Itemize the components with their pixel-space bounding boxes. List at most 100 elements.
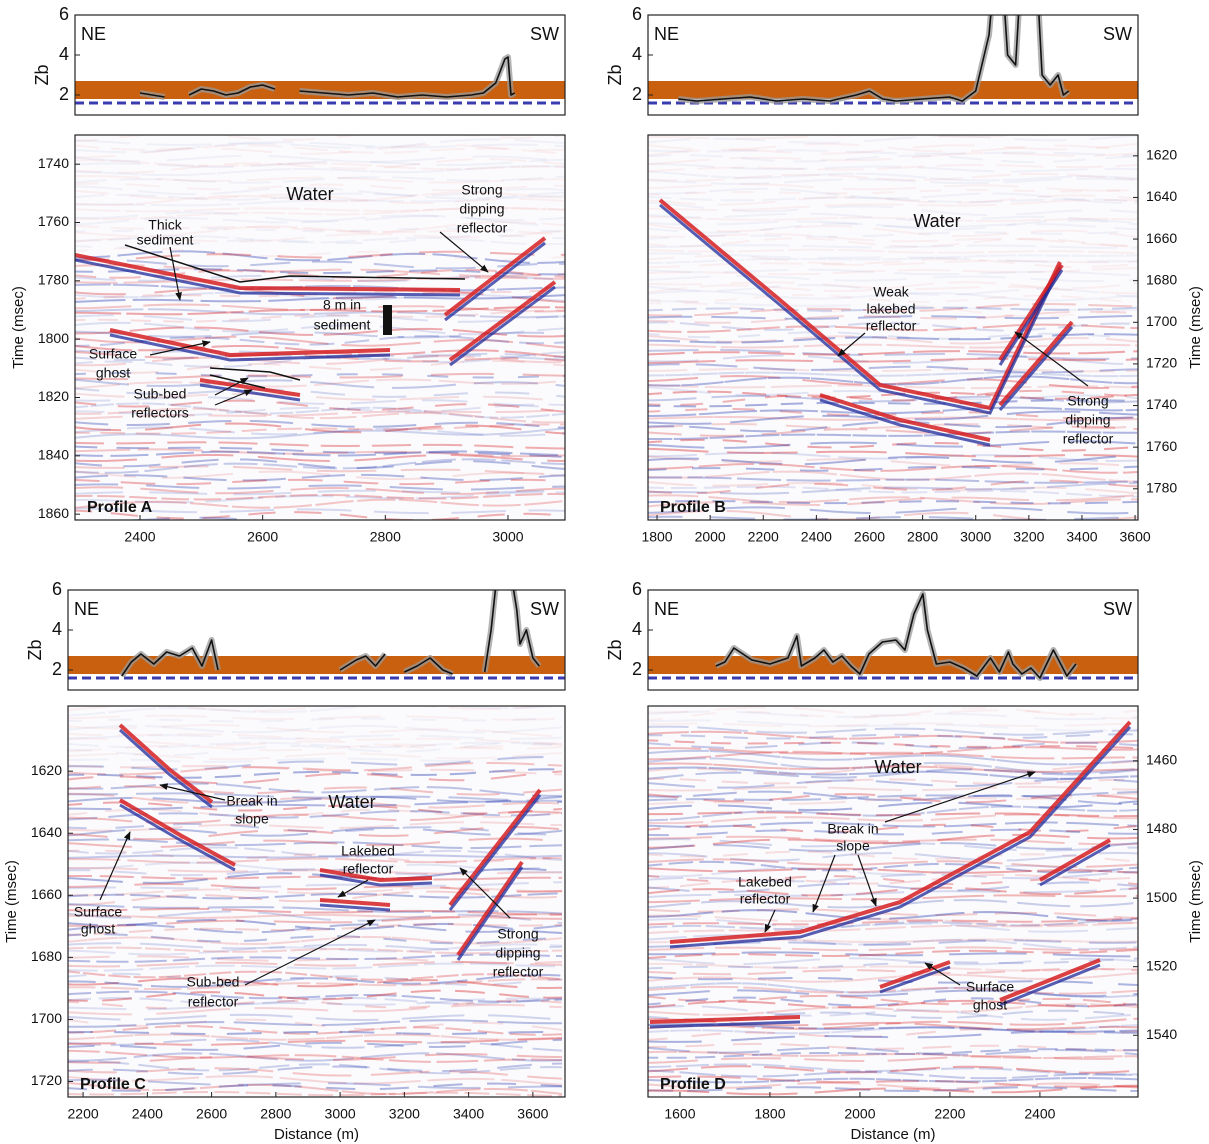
x-tick-label: 3000 [325, 1106, 356, 1122]
annotation-arrow [884, 771, 1036, 823]
seismic-texture [68, 724, 563, 734]
seismic-texture [75, 427, 565, 440]
seismic-texture [648, 823, 1138, 833]
seismic-texture [648, 870, 1138, 883]
seismic-texture [648, 833, 1138, 849]
annotation: reflector [457, 220, 508, 236]
right-label: SW [1103, 599, 1132, 619]
seismic-texture [68, 1038, 563, 1052]
right-label: SW [530, 599, 559, 619]
seismic-texture [648, 187, 1138, 204]
y-axis-title: Zb [25, 639, 45, 660]
y-tick-label: 2 [632, 84, 642, 104]
zb-panel: 2 4 6 Zb NE SW [605, 4, 1139, 116]
annotation-arrow [159, 783, 226, 801]
y-tick-label: 6 [52, 579, 62, 599]
y-tick-label: 6 [632, 579, 642, 599]
seismic-texture [648, 290, 1138, 302]
seismic-texture [648, 917, 1138, 933]
annotation: reflector [1063, 431, 1114, 447]
y-tick-label: 4 [52, 619, 62, 639]
seismic-texture [68, 764, 563, 776]
seismic-texture [648, 233, 1138, 247]
seismic-texture [75, 403, 565, 417]
reflector-red [118, 723, 214, 804]
seismic-frame [67, 705, 566, 1098]
reflector-blue [999, 963, 1101, 1007]
x-tick-label: 2400 [124, 529, 155, 545]
seismic-texture [648, 860, 1138, 874]
x-tick-label: 2600 [196, 1106, 227, 1122]
seismic-texture [648, 135, 1138, 144]
seismic-texture [648, 1086, 1138, 1093]
seismic-texture [75, 470, 565, 481]
seismic-texture [75, 473, 565, 482]
seismic-texture [648, 821, 1138, 828]
x-tick-label: 1800 [754, 1106, 785, 1122]
seismic-image [648, 135, 1138, 520]
seismic-texture [648, 447, 1138, 458]
x-tick-label: 1600 [664, 1106, 695, 1122]
seismic-texture [75, 465, 565, 476]
seismic-texture [648, 1075, 1138, 1088]
seismic-texture [68, 770, 563, 785]
seismic-texture [68, 997, 563, 1011]
annotation-arrow [214, 377, 249, 396]
seismic-texture [75, 214, 565, 226]
y-tick-label: 4 [59, 44, 69, 64]
seismic-texture [75, 207, 565, 221]
seismic-texture [648, 170, 1138, 182]
seismic-texture [648, 451, 1138, 463]
seismic-texture [68, 1078, 563, 1090]
annotation-arrow [812, 854, 836, 913]
seismic-frame [74, 134, 566, 521]
scale-bar [383, 305, 392, 335]
seismic-texture [648, 917, 1138, 926]
seismic-texture [648, 1065, 1138, 1074]
seismic-texture [75, 158, 565, 174]
y-tick-label: 1780 [1146, 479, 1177, 495]
x-tick-label: 2800 [260, 1106, 291, 1122]
seismic-texture [648, 374, 1138, 390]
y-tick-label: 1540 [1146, 1026, 1177, 1042]
annotation: Break in [827, 821, 878, 837]
seismic-texture [75, 144, 565, 155]
reflector-blue [449, 285, 556, 367]
annotation: Water [874, 757, 921, 777]
annotation-arrow [99, 831, 131, 901]
zb-panel: 2 4 6 Zb NE SW [25, 579, 566, 691]
seismic-texture [68, 1062, 563, 1076]
seismic-texture [648, 425, 1138, 437]
seismic-texture [648, 946, 1138, 952]
seismic-texture [648, 306, 1138, 312]
annotation: Surface [74, 904, 122, 920]
seismic-texture [648, 706, 1138, 720]
seismic-texture [68, 737, 563, 750]
seismic-texture [75, 372, 565, 381]
seismic-background [648, 706, 1138, 1097]
seismic-texture [68, 1049, 563, 1063]
seismic-texture [648, 331, 1138, 340]
seismic-texture [75, 303, 565, 313]
seismic-texture [648, 1050, 1138, 1059]
seismic-texture [648, 219, 1138, 234]
seismic-texture [68, 825, 563, 841]
reflector-red [1039, 838, 1111, 882]
seismic-texture [68, 1019, 563, 1028]
seismic-texture [648, 858, 1138, 868]
seismic-texture [68, 955, 563, 965]
seismic-texture [648, 482, 1138, 495]
seismic-texture [68, 1067, 563, 1080]
reflector-red [669, 720, 1132, 944]
seismic-texture [75, 392, 565, 403]
seismic-texture [75, 509, 565, 520]
annotation: Strong [461, 182, 502, 198]
seismic-texture [68, 808, 563, 819]
seismic-texture [75, 195, 565, 207]
left-label: NE [81, 24, 106, 44]
annotation-arrow [857, 854, 877, 907]
seismic-texture [68, 961, 563, 968]
y-tick-label: 1760 [38, 213, 69, 229]
seismic-texture [75, 276, 565, 284]
seismic-texture [68, 854, 563, 859]
